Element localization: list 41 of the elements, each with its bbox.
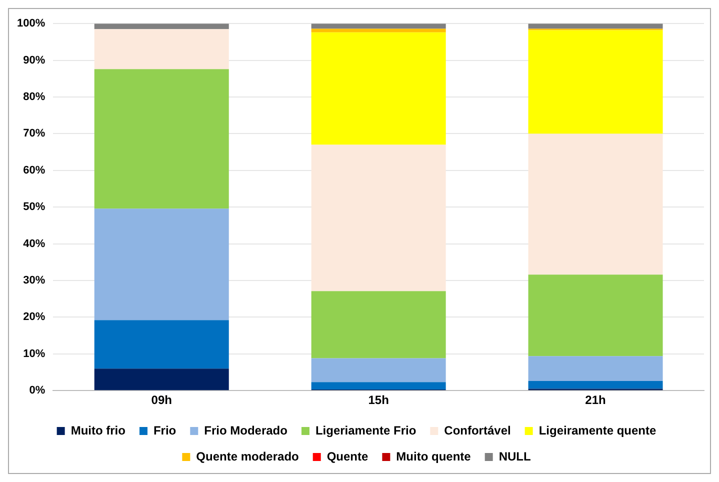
x-tick-label: 15h [368,393,389,408]
bar [311,144,446,292]
y-tick-label: 90% [23,54,46,66]
legend-label: Muito frio [70,423,126,438]
bar [311,358,446,382]
bar [528,134,663,275]
legend-label: Quente moderado [196,449,299,464]
y-tick-label: 70% [23,128,46,140]
bar [311,291,446,358]
bar [94,368,229,390]
y-tick-label: 80% [23,91,46,104]
bar [528,30,663,134]
legend-label: Confortável [444,423,511,438]
y-tick-label: 30% [23,274,46,287]
bar [311,28,446,32]
legend-label: Ligeriamente Frio [315,423,416,438]
bar [311,382,446,390]
legend-label: Frio [153,423,176,438]
legend-label: Frio Moderado [204,423,288,438]
y-tick-label: 40% [23,238,46,250]
legend-label: Quente [326,449,369,464]
bar [94,320,229,369]
x-tick-label: 21h [585,393,606,408]
legend-label: Ligeiramente quente [538,423,657,438]
legend-label: Muito quente [396,449,472,464]
bar [94,69,229,209]
y-tick-label: 50% [23,201,46,214]
y-tick-label: 20% [23,311,46,324]
y-tick-label: 60% [23,164,46,176]
x-tick-label: 09h [151,393,172,408]
y-tick-label: 100% [16,18,46,30]
legend-label: NULL [498,449,531,464]
bar [311,32,446,145]
bar [94,29,229,70]
bar [528,381,663,389]
bar [94,24,229,30]
bar [528,274,663,356]
bar [528,356,663,382]
bar [94,208,229,320]
y-tick-label: 10% [23,348,46,360]
y-tick-label: 0% [29,384,46,397]
